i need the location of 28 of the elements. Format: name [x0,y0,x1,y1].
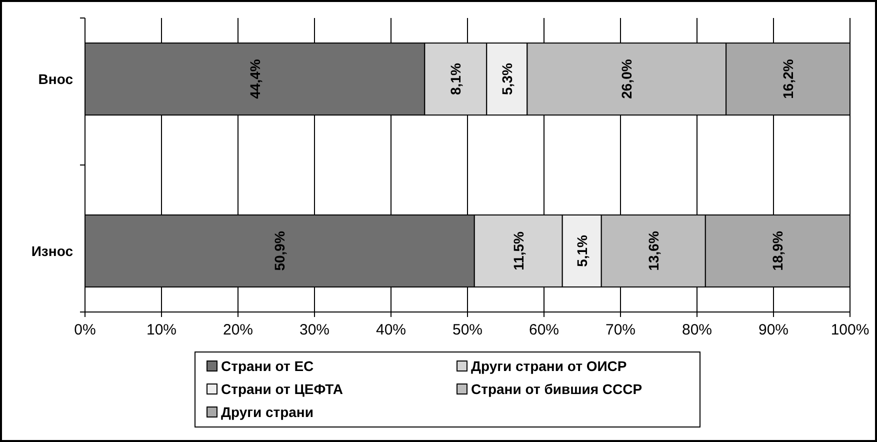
y-tick-label: Износ [31,242,74,259]
x-tick-label: 80% [682,322,712,338]
data-label: 50,9% [272,230,288,271]
legend-label: Страни от ЕС [221,358,314,374]
data-label: 8,1% [448,62,464,95]
legend-label: Други страни [221,404,314,420]
data-label: 18,9% [770,230,786,271]
data-label: 44,4% [246,58,263,99]
data-label: 16,2% [780,58,796,99]
x-tick-label: 30% [299,322,330,338]
x-tick-label: 20% [222,322,254,338]
x-tick-label: 40% [376,322,406,338]
data-label: 5,3% [498,62,515,95]
data-label: 13,6% [645,230,662,271]
data-label: 11,5% [510,230,526,270]
x-tick-label: 70% [605,322,636,338]
x-tick-label: 100% [830,322,870,338]
data-label: 26,0% [618,58,635,99]
x-tick-label: 0% [74,322,96,338]
legend-label: Страни от ЦЕФТА [221,381,343,397]
x-tick-label: 10% [146,322,177,338]
y-tick-label: Внос [38,71,74,88]
x-tick-label: 90% [758,322,789,338]
data-label: 5,1% [574,234,590,267]
x-tick-label: 50% [452,322,483,338]
legend-label: Други страни от ОИСР [471,358,627,374]
x-tick-label: 60% [528,322,560,338]
legend-label: Страни от бившия СССР [471,381,642,397]
